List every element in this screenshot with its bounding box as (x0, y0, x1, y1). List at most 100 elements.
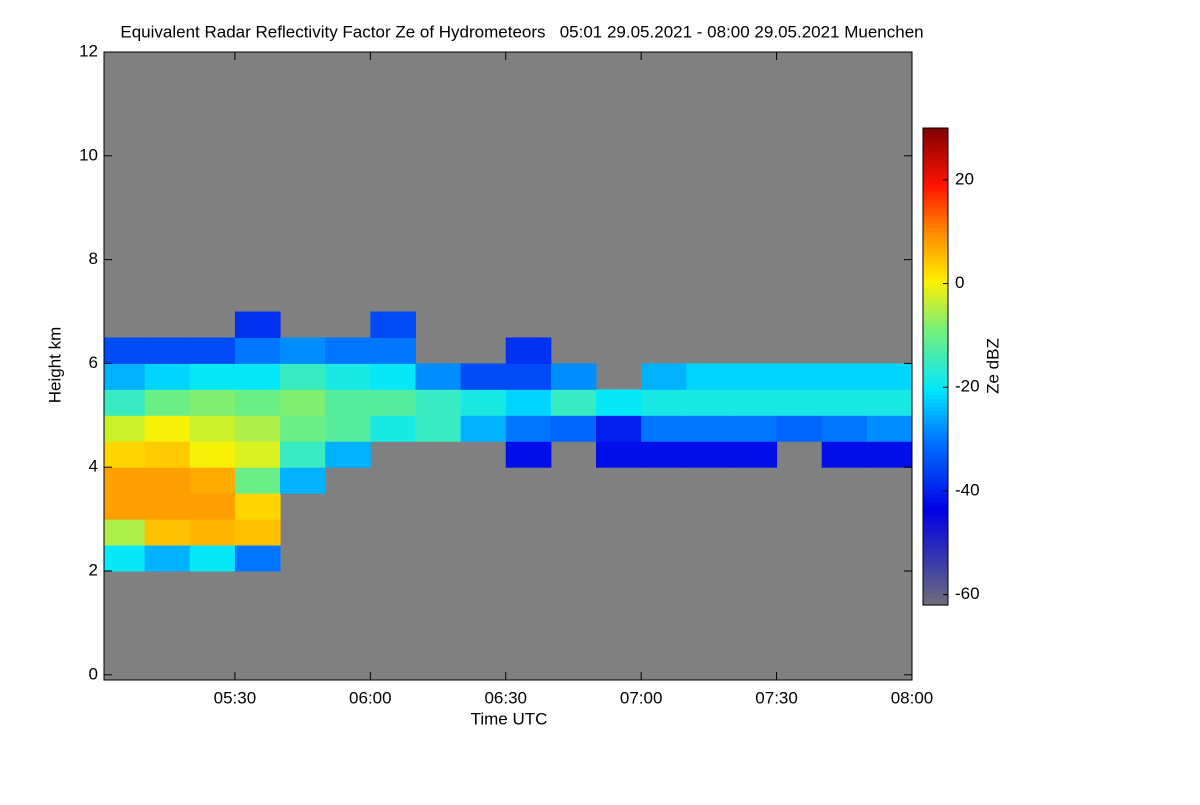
colorbar-segment (923, 215, 948, 221)
heatmap-cell (325, 363, 371, 390)
y-tick-label: 8 (89, 249, 98, 268)
heatmap-cell (280, 389, 326, 416)
heatmap-cell (280, 441, 326, 468)
colorbar-segment (923, 199, 948, 205)
heatmap-cell (325, 441, 371, 468)
heatmap-cell (189, 545, 236, 572)
colorbar-tick-label: -40 (955, 480, 980, 499)
colorbar-segment (923, 318, 948, 324)
heatmap-cell (234, 519, 281, 546)
heatmap-cell (731, 441, 778, 468)
colorbar-segment (923, 139, 948, 145)
heatmap-cell (415, 389, 462, 416)
heatmap-cell (325, 389, 371, 416)
y-tick-label: 0 (89, 664, 98, 683)
heatmap-cell (189, 363, 236, 390)
colorbar-segment (923, 310, 948, 316)
colorbar-segment (923, 255, 948, 260)
colorbar-segment (923, 569, 948, 574)
colorbar-segment (923, 306, 948, 312)
colorbar-segment (923, 453, 948, 459)
heatmap-cell (370, 415, 416, 442)
colorbar-segment (923, 422, 948, 427)
colorbar-tick-label: 20 (955, 169, 974, 188)
x-tick-label: 07:30 (755, 688, 798, 707)
heatmap-cell (144, 363, 191, 390)
heatmap-cell (370, 311, 416, 338)
colorbar-segment (923, 219, 948, 224)
colorbar-segment (923, 298, 948, 304)
colorbar-segment (923, 481, 948, 487)
colorbar-segment (923, 489, 948, 495)
heatmap-cell (189, 467, 236, 494)
colorbar-segment (923, 283, 948, 288)
heatmap-cell (731, 389, 778, 416)
colorbar-segment (923, 434, 948, 439)
colorbar-segment (923, 203, 948, 209)
heatmap-cell (325, 337, 371, 364)
heatmap-cell (370, 389, 416, 416)
heatmap-cell (144, 389, 191, 416)
heatmap-cell (686, 363, 732, 390)
colorbar-segment (923, 159, 948, 165)
colorbar-segment (923, 561, 948, 566)
colorbar-segment (923, 517, 948, 523)
heatmap-cell (104, 389, 146, 416)
heatmap-cell (234, 337, 281, 364)
colorbar-segment (923, 418, 948, 423)
heatmap-cell (821, 415, 868, 442)
y-tick-label: 12 (79, 41, 98, 60)
colorbar-segment (923, 589, 948, 594)
colorbar-segment (923, 207, 948, 213)
colorbar-segment (923, 573, 948, 578)
colorbar-segment (923, 601, 948, 606)
heatmap-cell (234, 441, 281, 468)
colorbar-segment (923, 346, 948, 352)
heatmap-cell (550, 415, 597, 442)
heatmap-cell (821, 389, 868, 416)
heatmap-cell (144, 467, 191, 494)
heatmap-cell (280, 415, 326, 442)
heatmap-cell (460, 389, 507, 416)
heatmap-cell (189, 441, 236, 468)
x-tick-label: 05:30 (214, 688, 257, 707)
colorbar-segment (923, 251, 948, 256)
colorbar-segment (923, 183, 948, 189)
heatmap-cell (325, 415, 371, 442)
heatmap-cell (104, 519, 146, 546)
colorbar-segment (923, 366, 948, 372)
colorbar-segment (923, 279, 948, 284)
colorbar-segment (923, 223, 948, 228)
heatmap-cell (234, 467, 281, 494)
colorbar-segment (923, 179, 948, 185)
colorbar-segment (923, 593, 948, 598)
heatmap-cell (641, 389, 687, 416)
x-tick-label: 08:00 (891, 688, 934, 707)
heatmap-cell (505, 415, 552, 442)
colorbar-segment (923, 342, 948, 348)
heatmap-cell (641, 441, 687, 468)
colorbar-segment (923, 585, 948, 590)
colorbar-segment (923, 362, 948, 368)
colorbar-segment (923, 410, 948, 415)
colorbar-segment (923, 227, 948, 232)
x-tick-label: 07:00 (620, 688, 663, 707)
heatmap-cell (104, 493, 146, 520)
heatmap-cell (686, 389, 732, 416)
colorbar-segment (923, 191, 948, 197)
heatmap-cell (596, 415, 642, 442)
colorbar-label: Ze dBZ (983, 338, 1002, 394)
colorbar-segment (923, 477, 948, 483)
heatmap-cell (866, 363, 913, 390)
colorbar-segment (923, 521, 948, 527)
colorbar-segment (923, 449, 948, 455)
heatmap-cell (505, 363, 552, 390)
colorbar-segment (923, 290, 948, 296)
colorbar-segment (923, 541, 948, 546)
colorbar-segment (923, 549, 948, 554)
heatmap-cell (505, 337, 552, 364)
colorbar-segment (923, 545, 948, 550)
colorbar-segment (923, 338, 948, 344)
heatmap-cell (189, 389, 236, 416)
